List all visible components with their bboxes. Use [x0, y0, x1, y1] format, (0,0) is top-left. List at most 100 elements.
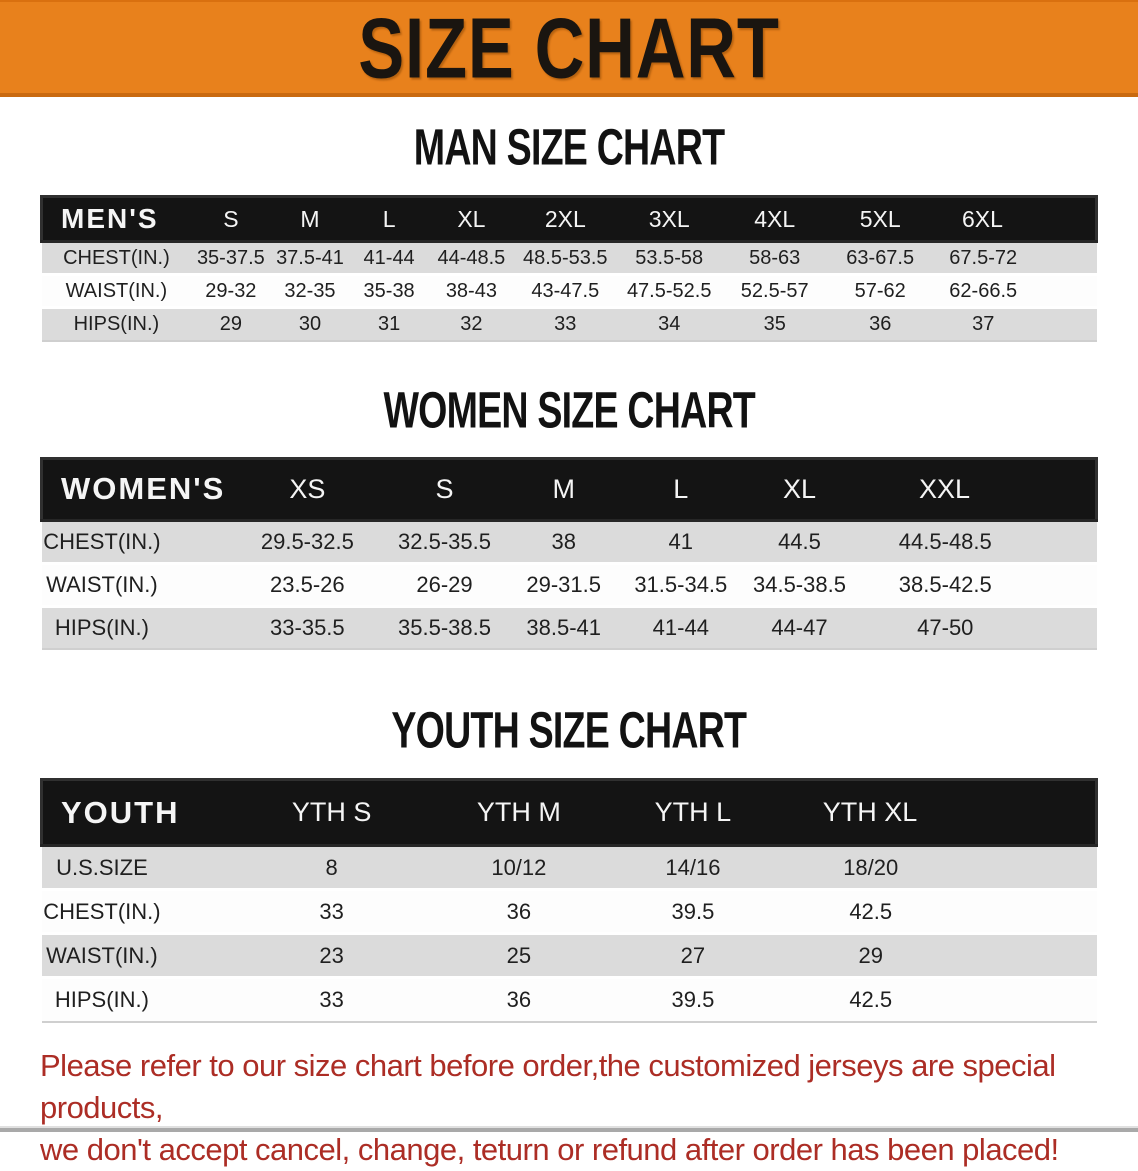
table-row: WAIST(IN.) 29-32 32-35 35-38 38-43 43-47… — [41, 273, 1097, 308]
size-column-header: XL — [428, 195, 515, 243]
mens-size-table: MEN'S S M L XL 2XL 3XL 4XL 5XL 6XL CHEST… — [40, 195, 1098, 342]
size-column-header: S — [383, 456, 506, 522]
size-cell: 35 — [721, 306, 828, 341]
size-cell: 37 — [932, 306, 1097, 341]
size-cell: 38-43 — [428, 273, 515, 308]
size-cell: 41-44 — [621, 604, 740, 649]
table-row: WAIST(IN.) 23 25 27 29 — [41, 932, 1097, 978]
table-row: HIPS(IN.) 33-35.5 35.5-38.5 38.5-41 41-4… — [41, 604, 1097, 649]
size-cell: 23 — [231, 932, 432, 978]
size-column-header: 2XL — [514, 195, 617, 243]
row-label: CHEST(IN.) — [41, 240, 192, 275]
youth-section-heading-text: YOUTH SIZE CHART — [391, 700, 748, 759]
size-column-header: L — [621, 456, 740, 522]
youth-header-row: YOUTH YTH S YTH M YTH L YTH XL — [40, 778, 1098, 847]
size-cell: 42.5 — [779, 976, 1097, 1022]
size-cell: 44-48.5 — [428, 240, 515, 275]
size-cell: 35.5-38.5 — [383, 604, 506, 649]
size-cell: 29 — [191, 306, 271, 341]
youth-size-table: YOUTH YTH S YTH M YTH L YTH XL U.S.SIZE … — [40, 778, 1098, 1023]
size-column-header: 5XL — [827, 195, 933, 243]
size-cell: 37.5-41 — [270, 240, 350, 275]
size-cell: 38 — [505, 518, 622, 563]
row-label: WAIST(IN.) — [41, 561, 232, 606]
size-column-header: 4XL — [721, 195, 828, 243]
row-label: CHEST(IN.) — [41, 888, 232, 934]
size-cell: 62-66.5 — [932, 273, 1097, 308]
row-label: HIPS(IN.) — [41, 976, 232, 1022]
women-section-heading-text: WOMEN SIZE CHART — [383, 380, 755, 438]
size-cell: 53.5-58 — [616, 240, 722, 275]
size-cell: 33-35.5 — [231, 604, 384, 649]
size-cell: 29 — [779, 932, 1097, 978]
disclaimer-line-1: Please refer to our size chart before or… — [40, 1047, 1056, 1125]
size-cell: 29.5-32.5 — [231, 518, 384, 563]
size-cell: 32 — [428, 306, 515, 341]
size-cell: 25 — [431, 932, 606, 978]
size-cell: 23.5-26 — [231, 561, 384, 606]
size-cell: 10/12 — [431, 844, 606, 890]
size-column-header: S — [191, 195, 271, 243]
size-cell: 26-29 — [383, 561, 506, 606]
size-cell: 33 — [231, 976, 432, 1022]
womens-size-table: WOMEN'S XS S M L XL XXL CHEST(IN.) 29.5-… — [40, 456, 1099, 650]
size-cell: 31 — [349, 306, 429, 341]
size-column-header: XXL — [859, 456, 1099, 522]
size-cell: 47.5-52.5 — [616, 273, 722, 308]
mens-corner-label: MEN'S — [40, 195, 192, 243]
women-section-heading: WOMEN SIZE CHART — [0, 380, 1138, 438]
size-column-header: 6XL — [932, 195, 1098, 243]
table-row: CHEST(IN.) 29.5-32.5 32.5-35.5 38 41 44.… — [41, 518, 1097, 563]
size-cell: 35-38 — [349, 273, 429, 308]
size-column-header: XL — [739, 456, 860, 522]
table-row: WAIST(IN.) 23.5-26 26-29 29-31.5 31.5-34… — [41, 561, 1097, 606]
row-label: U.S.SIZE — [41, 844, 232, 890]
size-column-header: YTH L — [605, 778, 780, 847]
size-column-header: XS — [231, 456, 384, 522]
size-cell: 30 — [270, 306, 350, 341]
banner: SIZE CHART — [0, 0, 1138, 97]
row-label: HIPS(IN.) — [41, 306, 192, 341]
size-cell: 36 — [431, 888, 606, 934]
size-column-header: M — [505, 456, 622, 522]
row-label: HIPS(IN.) — [41, 604, 232, 649]
size-cell: 36 — [827, 306, 933, 341]
size-cell: 39.5 — [605, 888, 780, 934]
size-cell: 32.5-35.5 — [383, 518, 506, 563]
size-cell: 29-31.5 — [505, 561, 622, 606]
size-cell: 52.5-57 — [721, 273, 828, 308]
size-cell: 41 — [621, 518, 740, 563]
size-cell: 18/20 — [779, 844, 1097, 890]
size-cell: 67.5-72 — [932, 240, 1097, 275]
womens-corner-label: WOMEN'S — [40, 456, 232, 522]
size-cell: 38.5-41 — [505, 604, 622, 649]
table-row: CHEST(IN.) 35-37.5 37.5-41 41-44 44-48.5… — [41, 240, 1097, 275]
youth-corner-label: YOUTH — [40, 778, 232, 847]
womens-header-row: WOMEN'S XS S M L XL XXL — [40, 456, 1099, 522]
table-row: CHEST(IN.) 33 36 39.5 42.5 — [41, 888, 1097, 934]
size-cell: 44-47 — [739, 604, 860, 649]
man-section-heading: MAN SIZE CHART — [0, 117, 1138, 176]
size-column-header: 3XL — [616, 195, 722, 243]
man-section-heading-text: MAN SIZE CHART — [413, 117, 725, 176]
mens-header-row: MEN'S S M L XL 2XL 3XL 4XL 5XL 6XL — [40, 195, 1098, 243]
size-cell: 44.5 — [739, 518, 860, 563]
size-cell: 32-35 — [270, 273, 350, 308]
size-cell: 33 — [231, 888, 432, 934]
size-cell: 42.5 — [779, 888, 1097, 934]
size-cell: 38.5-42.5 — [859, 561, 1097, 606]
size-column-header: YTH M — [431, 778, 606, 847]
table-row: HIPS(IN.) 29 30 31 32 33 34 35 36 37 — [41, 306, 1097, 341]
size-cell: 48.5-53.5 — [514, 240, 617, 275]
row-label: CHEST(IN.) — [41, 518, 232, 563]
row-label: WAIST(IN.) — [41, 932, 232, 978]
disclaimer-line-2: we don't accept cancel, change, teturn o… — [40, 1131, 1059, 1167]
youth-section-heading: YOUTH SIZE CHART — [0, 700, 1138, 759]
size-cell: 63-67.5 — [827, 240, 933, 275]
size-cell: 34 — [616, 306, 722, 341]
size-cell: 8 — [231, 844, 432, 890]
page-title: SIZE CHART — [358, 0, 780, 96]
size-cell: 43-47.5 — [514, 273, 617, 308]
disclaimer-text: Please refer to our size chart before or… — [40, 1045, 1110, 1171]
size-column-header: M — [270, 195, 350, 243]
